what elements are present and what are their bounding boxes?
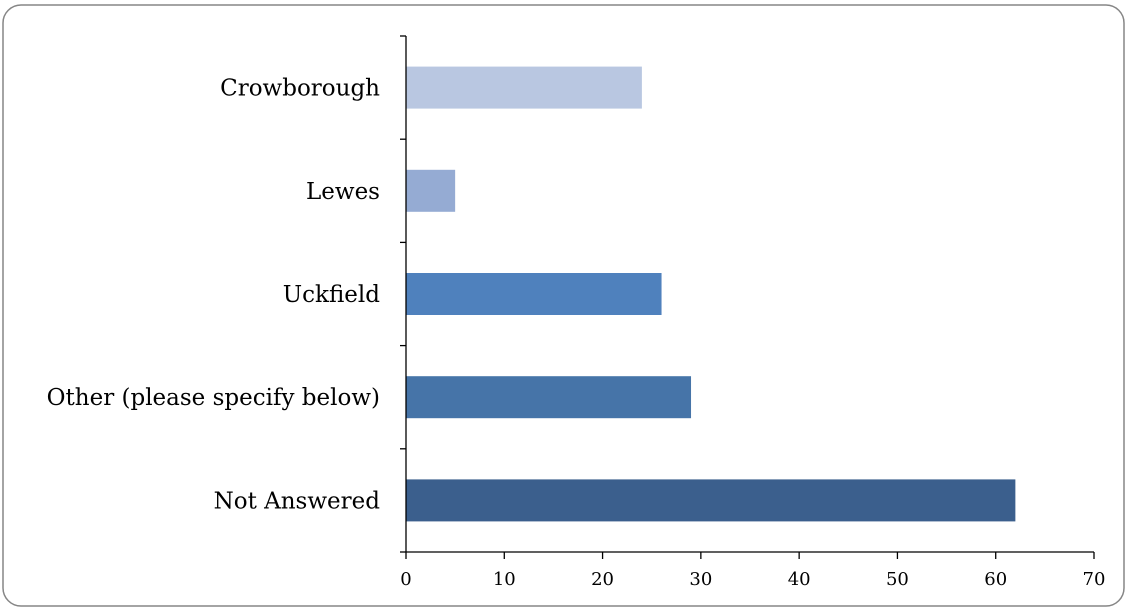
bar-crowborough [406,66,642,109]
x-tick-label: 40 [788,569,811,590]
category-label: Crowborough [220,76,380,102]
x-tick-label: 0 [400,569,411,590]
category-label: Other (please specify below) [47,385,380,411]
x-tick-label: 30 [689,569,712,590]
category-label: Lewes [306,179,380,205]
category-label: Not Answered [214,488,381,514]
category-label: Uckfield [283,282,381,308]
bar-uckfield [406,273,662,315]
x-tick-label: 10 [493,569,516,590]
axes [400,35,1095,559]
x-tick-label: 50 [886,569,909,590]
bar-not-answered [406,479,1016,522]
bars-layer [406,66,1016,522]
bar-lewes [406,169,456,212]
category-labels: Crowborough Lewes Uckfield Other (please sp… [47,76,381,515]
x-tick-label: 60 [984,569,1007,590]
x-tick-labels: 0 10 20 30 40 50 60 70 [400,569,1105,590]
x-tick-label: 20 [591,569,614,590]
x-tick-label: 70 [1083,569,1106,590]
bar-other-please-specify-below [406,376,692,419]
